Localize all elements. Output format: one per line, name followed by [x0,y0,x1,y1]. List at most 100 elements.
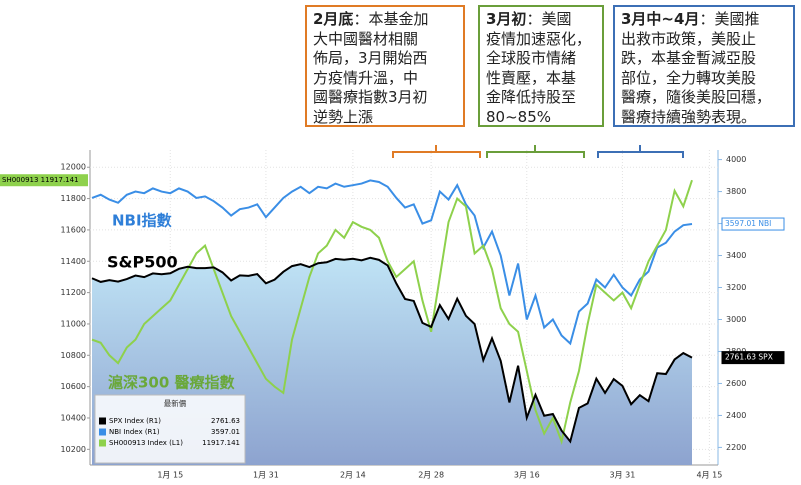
y2-tick-label: 3400 [726,251,746,260]
callout-line: 部位，全力轉攻美股 [621,69,787,89]
y-tick-label: 12000 [61,163,86,172]
callout-heading: 2月底 [313,10,354,28]
y2-tick-label: 2600 [726,379,746,388]
series-line [91,256,693,444]
value-tag-text: 2761.63 SPX [725,353,773,362]
callout: 3月中~4月：美國推 出救市政策，美股止 跌，本基金暫減亞股 部位，全力轉攻美股 醫療，… [613,5,795,127]
value-tag-box [721,351,785,365]
legend-value: 3597.01 [211,428,240,436]
callout-line: 出救市政策，美股止 [621,30,787,50]
callout-text: 國醫療指數3月初 [313,88,428,106]
y-tick-label: 10200 [61,445,86,454]
legend-label: SPX Index (R1) [109,417,161,425]
legend-swatch [99,417,106,425]
legend-label: NBI Index (R1) [109,428,160,436]
y2-tick-label: 3800 [726,187,746,196]
callout-line: 逆勢上漲 [313,108,457,128]
y-tick-label: 11600 [61,225,86,234]
legend-swatch [99,439,106,447]
callout-line: 醫療持續強勢表現。 [621,108,787,128]
series-line [91,179,693,446]
y-tick-label: 10800 [61,351,86,360]
callout-line: 跌，本基金暫減亞股 [621,49,787,69]
legend-box [94,394,246,464]
bracket [392,145,481,158]
callout-text: ：美國推 [699,10,760,28]
callout-text: 出救市政策，美股止 [621,29,757,48]
x-tick-label: 1月 31 [253,471,279,480]
value-tag-value: 11917.141 [41,176,79,184]
bracket [486,145,585,158]
x-tick-label: 3月 31 [610,471,636,480]
callout: 2月底：本基金加 大中國醫材相關 佈局，3月開始西 方疫情升溫，中 國醫療指數3月初 逆勢… [305,5,465,127]
callout-text: 方疫情升溫，中 [313,68,419,87]
callout-line: 性賣壓，本基 [486,69,596,89]
legend-swatch [99,428,106,436]
callout: 3月初：美國 疫情加速惡化， 全球股市情緒 性賣壓，本基 金降低持股至 80~85% [478,5,604,127]
value-tag-name: SH000913 [2,176,38,184]
callout-text: 大中國醫材相關 [313,29,419,48]
callout-line: 佈局，3月開始西 [313,49,457,69]
annotation: S&P500 [107,253,178,272]
legend-label: SH000913 Index (L1) [109,439,183,447]
x-tick-label: 3月 16 [514,471,540,480]
callout-line: 3月中~4月：美國推 [621,10,787,30]
callout-text: 疫情加速惡化， [486,29,592,48]
callout-text: 佈局，3月開始西 [313,49,428,67]
callout-line: 國醫療指數3月初 [313,88,457,108]
annotation: 滬深300 醫療指數 [108,374,235,392]
value-tag-box [721,217,785,231]
callout-text: ：本基金加 [353,10,429,28]
value-tag-value: 2761.63 [725,353,756,362]
callout-text: 跌，本基金暫減亞股 [621,49,757,67]
value-tag: 2761.63 SPX [721,351,785,365]
callout-text: 醫療持續強勢表現。 [621,107,757,126]
callout-line: 全球股市情緒 [486,49,596,69]
callout-line: 方疫情升溫，中 [313,69,457,89]
y2-tick-label: 3200 [726,283,746,292]
value-tag: 3597.01 NBI [721,217,785,231]
value-tag-text: SH000913 11917.141 [2,176,79,184]
x-tick-label: 2月 28 [418,471,444,480]
x-tick-label: 4月 15 [696,471,722,480]
callout-text: 全球股市情緒 [486,49,577,67]
y2-tick-label: 4000 [726,155,746,164]
callout-line: 金降低持股至 [486,88,596,108]
x-tick-label: 2月 14 [340,471,366,480]
legend-value: 2761.63 [211,417,240,425]
callout-text: 金降低持股至 [486,88,577,106]
y2-tick-label: 2200 [726,443,746,452]
callout-text: 部位，全力轉攻美股 [621,68,757,87]
callout-line: 醫療，隨後美股回穩， [621,88,787,108]
y-tick-label: 10600 [61,382,86,391]
x-tick-label: 1月 15 [157,471,183,480]
callout-line: 80~85% [486,108,596,128]
callout-line: 3月初：美國 [486,10,596,30]
callout-text: ：美國 [526,10,572,28]
y2-tick-label: 2400 [726,411,746,420]
callout-text: 性賣壓，本基 [486,68,577,87]
value-tag-text: 3597.01 NBI [725,219,771,228]
y-tick-label: 11000 [61,319,86,328]
callout-heading: 3月初 [486,10,527,28]
bracket [597,145,684,158]
y2-tick-label: 3000 [726,315,746,324]
legend-title: 最新價 [164,398,187,408]
value-tag-box [0,174,88,187]
callout-line: 2月底：本基金加 [313,10,457,30]
callout-line: 疫情加速惡化， [486,30,596,50]
callout-text: 醫療，隨後美股回穩， [621,88,772,106]
callout-text: 80~85% [486,107,551,126]
callout-heading: 3月中~4月 [621,10,700,28]
value-tag-value: 3597.01 [725,219,756,228]
y-tick-label: 11800 [61,194,86,203]
y-tick-label: 11200 [61,288,86,297]
callout-text: 逆勢上漲 [313,107,374,126]
annotation: NBI指數 [112,212,172,230]
y-tick-label: 11400 [61,257,86,266]
callout-line: 大中國醫材相關 [313,30,457,50]
legend-value: 11917.141 [202,439,240,447]
value-tag-name: NBI [758,219,771,228]
